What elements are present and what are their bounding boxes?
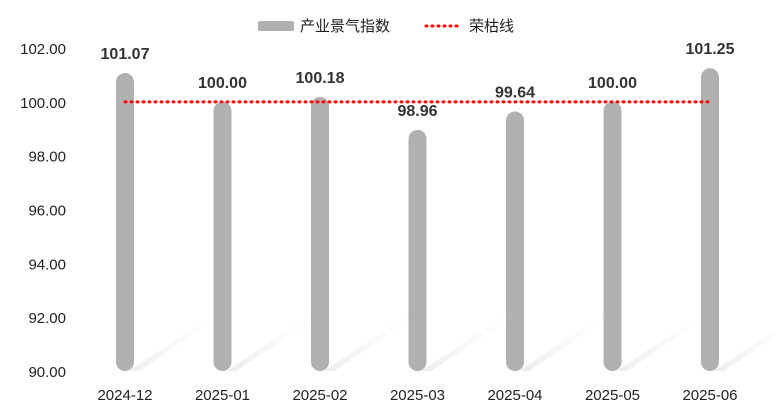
bars [116, 68, 719, 372]
bar-shadow [616, 305, 725, 371]
bar-shadow [226, 305, 335, 371]
bar-shadow [714, 329, 775, 371]
y-tick-label: 102.00 [20, 41, 66, 58]
x-tick-label: 2025-03 [390, 387, 445, 404]
y-tick-label: 92.00 [28, 310, 66, 327]
bar-shadow [129, 305, 237, 371]
bar-shadow [519, 305, 627, 371]
y-tick-label: 90.00 [28, 364, 66, 381]
data-label: 101.25 [686, 41, 735, 58]
legend-line-label: 荣枯线 [469, 18, 514, 35]
data-labels: 101.07 100.00 100.18 98.96 99.64 100.00 101.25 [101, 41, 735, 120]
bar-2025-04 [506, 111, 524, 372]
data-label: 100.18 [296, 70, 345, 87]
bar-2024-12 [116, 73, 134, 371]
bar-shadows [129, 305, 775, 371]
bar-shadow [421, 305, 530, 371]
bar-2025-02 [311, 96, 329, 371]
bar-2025-03 [408, 129, 427, 371]
legend-bar-swatch [258, 21, 294, 31]
data-label: 100.00 [588, 75, 637, 92]
y-tick-label: 96.00 [28, 203, 66, 220]
bar-2025-05 [603, 101, 622, 371]
data-label: 98.96 [397, 103, 437, 120]
legend: 产业景气指数 荣枯线 [258, 18, 514, 35]
x-tick-label: 2025-05 [585, 387, 640, 404]
x-tick-label: 2025-04 [487, 387, 542, 404]
x-tick-label: 2025-06 [682, 387, 737, 404]
y-axis: 90.00 92.00 94.00 96.00 98.00 100.00 102.00 [20, 41, 66, 381]
x-tick-label: 2024-12 [97, 387, 152, 404]
x-tick-label: 2025-02 [292, 387, 347, 404]
bar-2025-06 [701, 68, 719, 371]
legend-bar-label: 产业景气指数 [300, 18, 390, 35]
bar-shadow [324, 305, 432, 371]
y-tick-label: 100.00 [20, 95, 66, 112]
x-tick-label: 2025-01 [195, 387, 250, 404]
data-label: 101.07 [101, 46, 150, 63]
bar-2025-01 [213, 101, 232, 371]
x-axis: 2024-12 2025-01 2025-02 2025-03 2025-04 2025-… [97, 387, 737, 404]
y-tick-label: 98.00 [28, 149, 66, 166]
data-label: 99.64 [495, 85, 535, 102]
data-label: 100.00 [198, 75, 247, 92]
y-tick-label: 94.00 [28, 256, 66, 273]
